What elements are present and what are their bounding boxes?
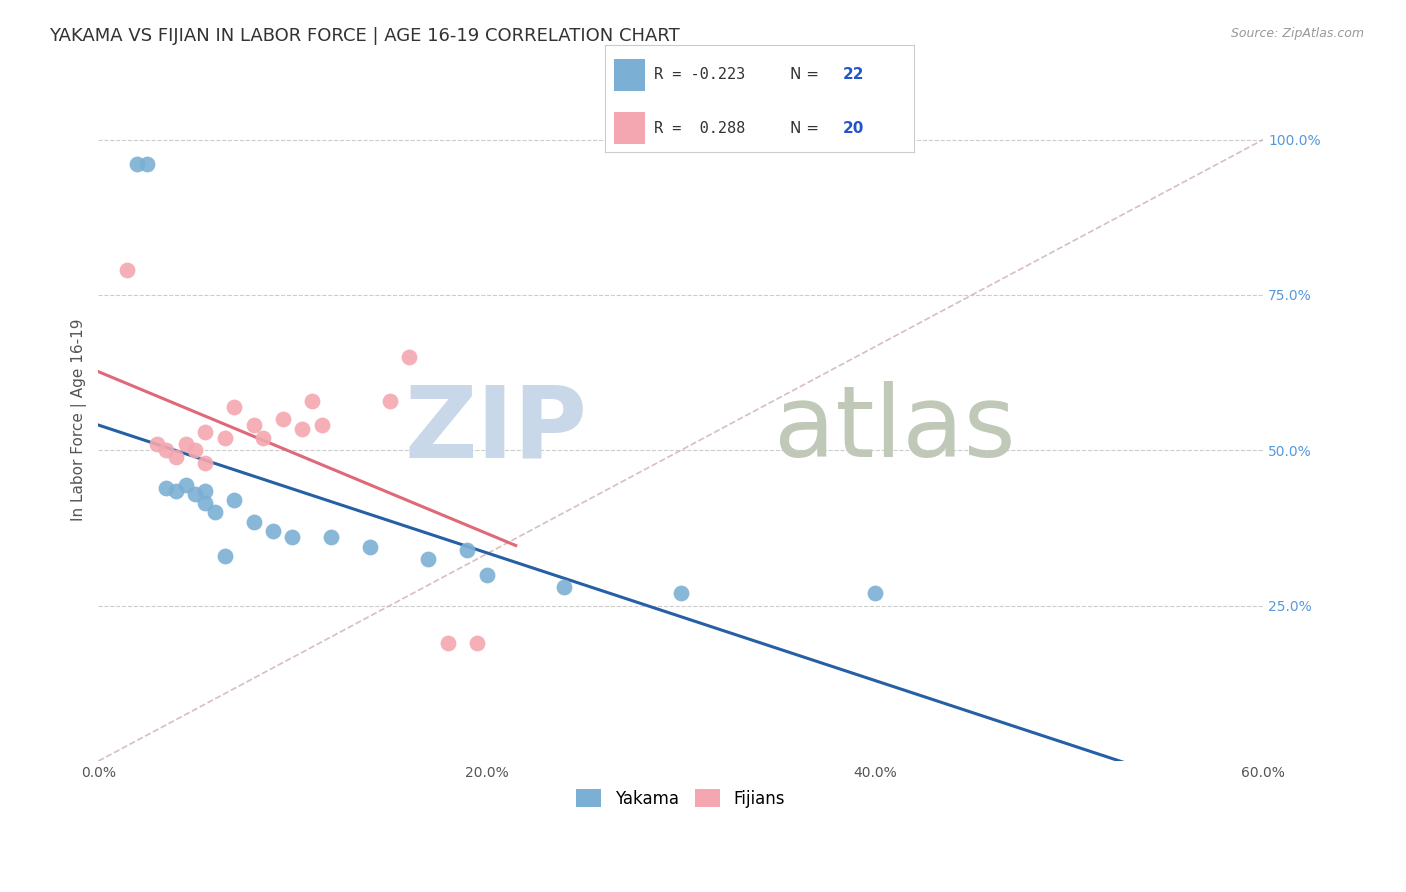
Text: R =  0.288: R = 0.288 <box>654 120 745 136</box>
Point <box>214 431 236 445</box>
Point <box>311 418 333 433</box>
Text: ZIP: ZIP <box>405 381 588 478</box>
Point <box>194 425 217 439</box>
Text: 20: 20 <box>842 120 865 136</box>
Point <box>155 443 177 458</box>
Point <box>418 552 440 566</box>
Point <box>165 450 187 464</box>
Point <box>184 443 207 458</box>
Point <box>194 496 217 510</box>
Point <box>271 412 294 426</box>
Text: atlas: atlas <box>773 381 1015 478</box>
Bar <box>614 112 645 145</box>
Point <box>194 483 217 498</box>
Y-axis label: In Labor Force | Age 16-19: In Labor Force | Age 16-19 <box>72 318 87 521</box>
Point <box>553 580 575 594</box>
Point <box>194 456 217 470</box>
Point <box>301 393 323 408</box>
Point <box>262 524 284 538</box>
Point <box>398 350 420 364</box>
Point <box>204 506 226 520</box>
Point <box>224 493 246 508</box>
Point <box>214 549 236 563</box>
Point <box>291 421 314 435</box>
Point <box>117 263 139 277</box>
Point <box>155 481 177 495</box>
Text: Source: ZipAtlas.com: Source: ZipAtlas.com <box>1230 27 1364 40</box>
Point <box>465 636 488 650</box>
Point <box>863 586 886 600</box>
Text: N =: N = <box>790 67 824 82</box>
Text: 22: 22 <box>842 67 865 82</box>
Point <box>145 437 167 451</box>
Point <box>669 586 692 600</box>
Point <box>174 477 197 491</box>
Point <box>242 515 264 529</box>
Point <box>165 483 187 498</box>
Point <box>436 636 458 650</box>
Point <box>456 542 478 557</box>
Point <box>359 540 381 554</box>
Point <box>475 567 498 582</box>
Point <box>321 530 343 544</box>
Point <box>127 157 149 171</box>
Legend: Yakama, Fijians: Yakama, Fijians <box>569 783 792 814</box>
Point <box>184 487 207 501</box>
Point <box>242 418 264 433</box>
Point <box>281 530 304 544</box>
Text: R = -0.223: R = -0.223 <box>654 67 745 82</box>
Point <box>252 431 274 445</box>
Point <box>224 400 246 414</box>
Point <box>135 157 157 171</box>
Text: YAKAMA VS FIJIAN IN LABOR FORCE | AGE 16-19 CORRELATION CHART: YAKAMA VS FIJIAN IN LABOR FORCE | AGE 16… <box>49 27 681 45</box>
Bar <box>614 59 645 91</box>
Text: N =: N = <box>790 120 824 136</box>
Point <box>174 437 197 451</box>
Point <box>378 393 401 408</box>
